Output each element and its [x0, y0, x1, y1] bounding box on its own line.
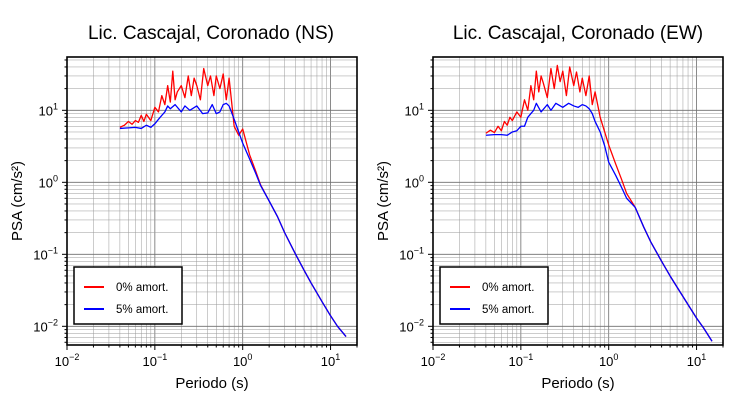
legend-label: 0% amort.	[116, 282, 168, 294]
x-tick-label: 10−2	[55, 352, 80, 369]
series-line-damped	[119, 102, 347, 337]
series-line-damped	[485, 102, 713, 342]
legend-label: 5% amort.	[482, 304, 534, 316]
legend-label: 5% amort.	[116, 304, 168, 316]
plot-frame	[432, 56, 724, 346]
y-tick-label: 10−2	[399, 317, 424, 334]
x-tick-label: 101	[321, 352, 340, 369]
legend: 0% amort. 5% amort.	[439, 266, 549, 325]
chart-panel-ns: 10−2 10−1 100 101 10−2 10−1 100 101 Lic. Cascaja…	[9, 23, 358, 392]
x-tick-label: 10−2	[421, 352, 446, 369]
y-tick-label: 100	[405, 173, 424, 190]
gridlines	[66, 57, 358, 345]
y-axis-label: PSA (cm/s²)	[375, 161, 392, 241]
y-axis-label: PSA (cm/s²)	[9, 161, 26, 241]
chart-title: Lic. Cascajal, Coronado (EW)	[453, 23, 703, 44]
chart-panel-ew: 10−2 10−1 100 101 10−2 10−1 100 101 Lic. Cascaja…	[375, 23, 724, 392]
plot-frame	[66, 56, 358, 346]
x-tick-label: 100	[599, 352, 618, 369]
legend-label: 0% amort.	[482, 282, 534, 294]
x-axis-label: Periodo (s)	[541, 375, 614, 392]
chart-title: Lic. Cascajal, Coronado (NS)	[88, 23, 334, 44]
y-tick-label: 101	[405, 101, 424, 118]
y-tick-label: 10−2	[33, 317, 58, 334]
y-tick-label: 10−1	[399, 245, 424, 262]
y-tick-label: 10−1	[33, 245, 58, 262]
y-tick-label: 101	[39, 101, 58, 118]
legend: 0% amort. 5% amort.	[73, 266, 183, 325]
x-tick-label: 10−1	[142, 352, 167, 369]
x-tick-label: 10−1	[508, 352, 533, 369]
x-tick-label: 101	[687, 352, 706, 369]
legend-box	[73, 266, 183, 325]
legend-box	[439, 266, 549, 325]
x-axis-label: Periodo (s)	[175, 375, 248, 392]
x-tick-label: 100	[233, 352, 252, 369]
y-tick-label: 100	[39, 173, 58, 190]
